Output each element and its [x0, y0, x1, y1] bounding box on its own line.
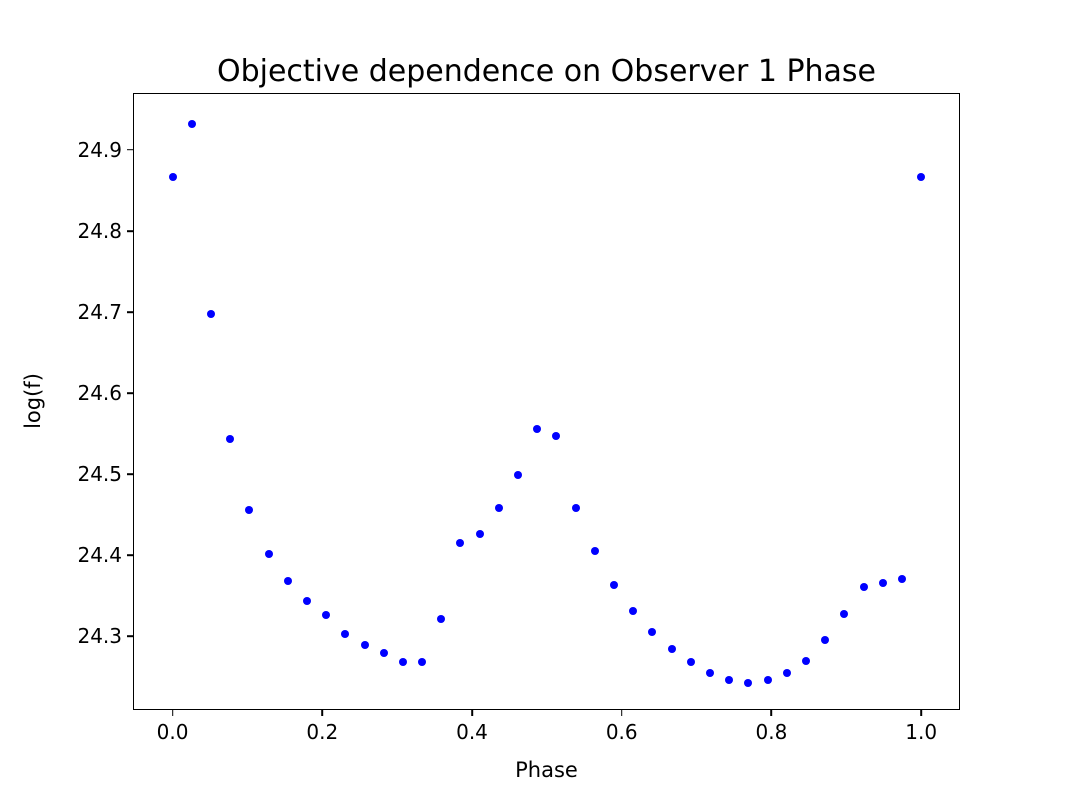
data-point [725, 676, 734, 685]
data-point [283, 577, 292, 586]
data-point [629, 607, 638, 616]
data-point [667, 645, 676, 654]
y-tick-mark [127, 149, 134, 151]
x-tick-label: 0.4 [456, 719, 488, 744]
data-point [341, 629, 350, 638]
data-point [898, 574, 906, 583]
x-tick-label: 0.6 [605, 719, 638, 744]
data-point [917, 173, 926, 182]
data-point [821, 636, 830, 645]
data-point [360, 641, 369, 650]
data-point [245, 505, 254, 514]
data-point [418, 658, 427, 667]
data-point [744, 678, 753, 687]
x-tick-mark [321, 708, 324, 716]
data-point [782, 668, 791, 677]
x-tick-label: 1.0 [905, 719, 938, 744]
data-point [187, 119, 196, 128]
x-tick-label: 0.0 [156, 719, 189, 744]
y-axis-label: log(f) [21, 373, 45, 429]
data-point [398, 658, 407, 667]
y-tick-label: 24.8 [77, 218, 122, 243]
x-tick-mark [171, 708, 174, 716]
chart-title: Objective dependence on Observer 1 Phase [216, 54, 877, 89]
data-point [533, 424, 542, 433]
x-tick-mark [620, 708, 623, 716]
data-point [475, 530, 484, 539]
data-point [840, 610, 849, 619]
data-point [322, 611, 331, 620]
data-point [514, 470, 523, 479]
data-point [302, 596, 311, 605]
data-point [494, 504, 503, 513]
data-point [206, 309, 215, 318]
y-tick-mark [127, 230, 134, 232]
data-point [590, 547, 599, 556]
y-tick-mark [127, 392, 134, 394]
data-point [802, 656, 811, 665]
plot-area: 0.0 0.2 0.4 0.6 0.8 1.0 24.3 24.4 24.5 24.6 24.7 2… [77, 93, 960, 744]
x-tick-label: 0.8 [755, 719, 788, 744]
data-point [552, 432, 561, 441]
data-point [571, 504, 580, 513]
x-tick-mark [471, 708, 473, 716]
data-point [437, 615, 446, 624]
data-point [763, 676, 772, 685]
data-point [705, 668, 714, 677]
scatter-points-layer [134, 94, 959, 709]
x-axis-label: Phase [515, 758, 578, 782]
x-tick-mark [920, 708, 922, 716]
data-point [686, 658, 695, 667]
y-tick-label: 24.9 [77, 137, 122, 162]
data-point [610, 581, 619, 590]
y-tick-mark [127, 635, 134, 638]
data-point [859, 582, 868, 591]
y-tick-label: 24.7 [77, 300, 122, 325]
data-point [648, 628, 657, 637]
x-tick-mark [770, 708, 773, 716]
y-tick-mark [127, 554, 134, 557]
data-point [878, 578, 887, 587]
y-tick-mark [127, 311, 134, 313]
x-tick-label: 0.2 [306, 719, 339, 744]
data-point [456, 539, 465, 548]
data-point [226, 434, 235, 443]
data-point [379, 648, 388, 657]
y-tick-mark [127, 473, 134, 475]
data-point [264, 549, 273, 558]
y-tick-label: 24.4 [77, 543, 122, 568]
y-tick-label: 24.3 [77, 624, 122, 649]
data-point [168, 173, 177, 182]
y-tick-label: 24.6 [77, 381, 122, 406]
y-tick-label: 24.5 [77, 462, 122, 487]
